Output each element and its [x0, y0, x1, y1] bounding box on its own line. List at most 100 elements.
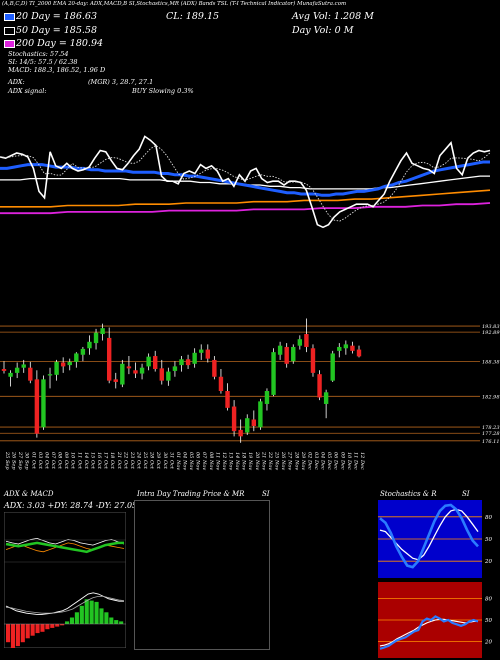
date-label: 28 Nov: [293, 451, 299, 470]
macd-bar: [74, 612, 79, 624]
adx-readout: ADX:: [8, 78, 25, 86]
candle-body: [41, 379, 46, 428]
close-price: CL: 189.15: [166, 11, 220, 22]
date-label: 19 Nov: [247, 452, 253, 470]
candle-body: [245, 418, 250, 433]
price-level-label: 177.28: [482, 431, 500, 437]
candle-body: [192, 352, 197, 364]
si-panel: 80 50 20: [378, 582, 492, 658]
candle-body: [14, 367, 20, 373]
ma-line-price: [0, 135, 491, 229]
candle-body: [291, 346, 296, 362]
candle-body: [205, 349, 210, 359]
date-label: 03 Oct: [37, 452, 43, 470]
legend-ema20: [4, 13, 15, 21]
header-top-line: (A,B,C,D) TI_2000 EMA 20-day: ADX,MACD,B…: [2, 1, 347, 7]
date-label: 05 Nov: [188, 452, 194, 470]
stochastics-panel: 80 50 20: [378, 500, 492, 578]
date-label: 04 Oct: [43, 452, 49, 470]
date-label: 10 Oct: [70, 452, 76, 470]
candle-body: [106, 337, 112, 381]
date-label: 01 Oct: [30, 452, 36, 470]
candle-body: [297, 339, 303, 346]
candle-body: [74, 353, 79, 362]
date-label: 25 Oct: [142, 451, 148, 470]
candle-body: [8, 372, 13, 377]
buy-signal-readout: BUY Slowing 0.3%: [132, 87, 194, 95]
intraday-si-tag: SI: [262, 490, 270, 498]
candle-body: [251, 419, 257, 426]
ema200-label: 200 Day = 180.94: [16, 38, 104, 49]
date-label: 18 Nov: [241, 452, 247, 470]
macd-readout: MACD: 188.3, 186.52, 1.96 D: [8, 66, 106, 74]
candle-body: [330, 353, 335, 381]
macd-bar: [84, 599, 89, 624]
macd-bar: [60, 624, 65, 626]
candle-body: [284, 346, 289, 364]
candle-body: [146, 356, 151, 367]
macd-bar: [65, 621, 70, 624]
candle-body: [304, 334, 309, 347]
candle-body: [317, 374, 322, 398]
candle-body: [54, 361, 59, 375]
date-label: 16 Oct: [96, 452, 102, 470]
stoch-si-tag: SI: [462, 490, 470, 498]
candle-body: [264, 391, 270, 404]
candle-body: [350, 345, 355, 351]
date-label: 28 Oct: [149, 451, 155, 470]
macd-bar: [35, 624, 40, 634]
date-label: 21 Nov: [260, 451, 266, 470]
candle-body: [113, 379, 118, 382]
date-label: 15 Oct: [90, 452, 96, 470]
date-label: 11 Dec: [352, 452, 358, 470]
date-label: 11 Oct: [76, 452, 82, 470]
date-label: 07 Oct: [50, 452, 56, 470]
candle-body: [126, 366, 132, 369]
adx-panel-values: ADX: 3.03 +DY: 28.74 -DY: 27.05: [4, 501, 138, 510]
macd-bar: [40, 624, 45, 632]
stoch-panel-title: Stochastics & R: [380, 490, 437, 498]
candle-body: [258, 401, 263, 428]
adx-signal-readout: ADX signal:: [8, 87, 47, 95]
candle-body: [47, 374, 53, 376]
price-level-label: 192.89: [482, 330, 500, 336]
adx-line: [5, 537, 125, 546]
candle-body: [231, 406, 237, 432]
macd-bar: [94, 601, 99, 624]
date-label: 03 Dec: [313, 452, 319, 470]
macd-bar: [30, 624, 35, 636]
price-level-label: 193.83: [482, 324, 500, 330]
date-label: 29 Nov: [300, 451, 306, 470]
candle-body: [238, 429, 243, 437]
candle-body: [310, 348, 316, 373]
si-readout: SI: 14/5: 57.5 / 62.38: [8, 58, 78, 66]
date-label: 09 Dec: [339, 452, 345, 470]
date-label: 30 Sep: [24, 452, 30, 470]
date-label: 05 Dec: [326, 452, 332, 470]
macd-bar: [55, 624, 60, 627]
date-label: 31 Oct: [168, 452, 174, 470]
candle-body: [199, 349, 204, 353]
date-label: 23 Oct: [129, 451, 135, 470]
candle-body: [225, 391, 230, 408]
date-label: 27 Sep: [17, 451, 23, 470]
legend-ema50: [4, 27, 15, 35]
macd-bar: [104, 612, 109, 624]
stoch-tick: 50: [485, 537, 492, 543]
date-label: 26 Sep: [11, 451, 17, 470]
macd-bar: [6, 624, 11, 643]
stoch-readout: Stochastics: 57.54: [8, 50, 69, 58]
date-label: 01 Nov: [175, 452, 181, 470]
candle-body: [139, 367, 145, 374]
adx-line: [5, 541, 124, 554]
date-label: 07 Nov: [201, 452, 207, 470]
candle-body: [87, 341, 92, 349]
candle-body: [277, 345, 283, 355]
price-level-label: 176.11: [482, 439, 500, 445]
date-label: 22 Nov: [267, 451, 273, 470]
candle-body: [185, 359, 191, 366]
ma-line-100-day: [0, 189, 491, 208]
macd-bar: [109, 617, 114, 624]
candle-body: [21, 364, 26, 368]
